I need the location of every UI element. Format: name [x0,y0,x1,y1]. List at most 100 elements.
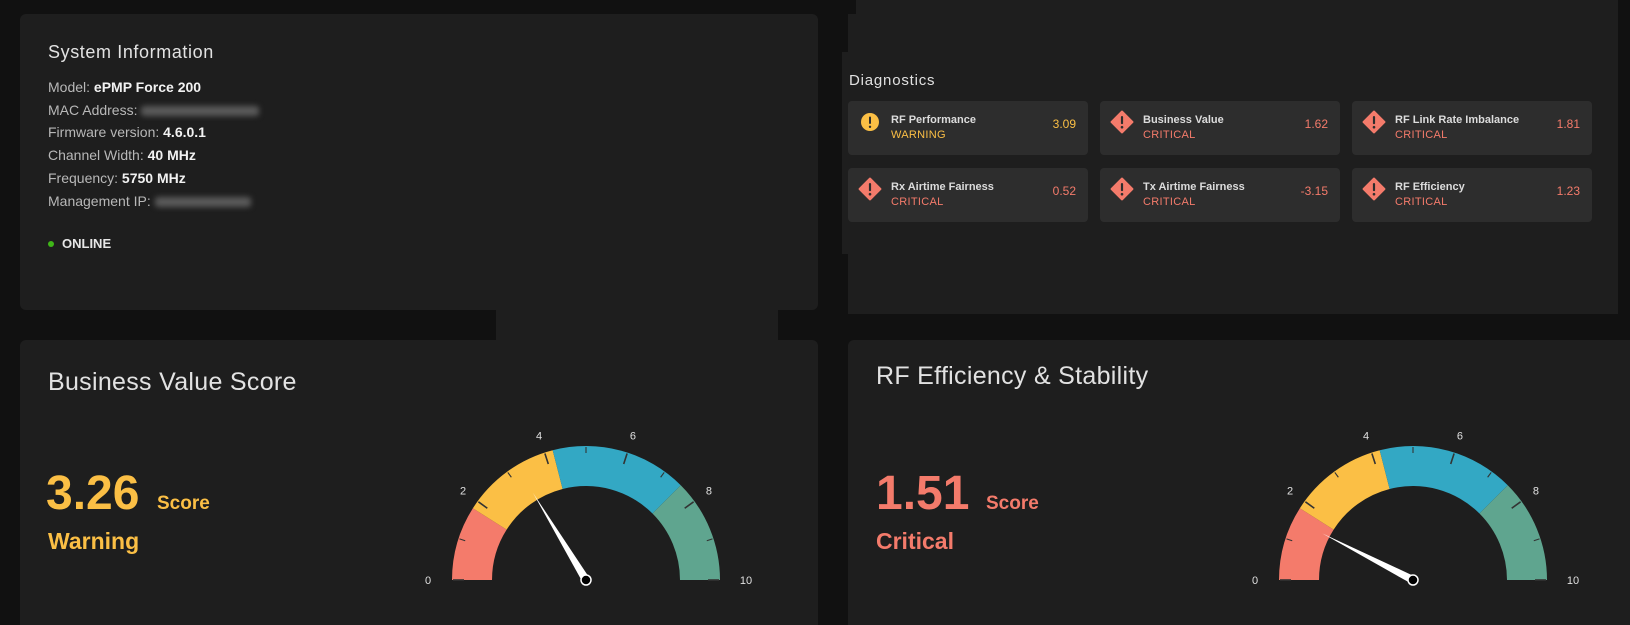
system-info-title: System Information [48,42,214,62]
gauge-tick [1286,538,1293,542]
gauge-tick [1334,472,1339,478]
critical-diamond-icon [1110,110,1134,134]
critical-diamond-icon [858,177,882,201]
system-info-label: MAC Address: [48,101,138,118]
diagnostic-state: CRITICAL [891,196,944,208]
diagnostic-value: 1.23 [1556,184,1580,198]
rf-efficiency-state: Critical [876,528,954,554]
gauge-tick-label: 6 [1457,430,1463,442]
rf-efficiency-score: 1.51 [876,467,970,520]
redacted-value [154,196,251,207]
warning-circle-icon [861,113,879,131]
system-info-row: Channel Width: 40 MHz [48,147,196,163]
system-info-value: ePMP Force 200 [90,79,202,95]
diagnostic-name: RF Link Rate Imbalance [1395,114,1520,126]
gauge-tick-label: 8 [1533,486,1539,498]
diagnostic-state: CRITICAL [1143,129,1196,141]
diagnostic-value: 1.81 [1556,117,1580,131]
gauge-tick [660,472,665,478]
gauge-tick [706,538,713,542]
gauge-tick [1511,501,1522,509]
system-info-row: Frequency: 5750 MHz [48,170,186,186]
diagnostic-value: -3.15 [1300,184,1328,198]
gauge-band [1479,485,1547,580]
gauge-hub [1407,574,1419,586]
gauge-tick [622,453,628,465]
system-info-row: Management IP: [48,193,251,209]
gauge-tick-label: 4 [536,430,542,442]
gauge-tick [1304,501,1315,509]
gauge-tick-label: 6 [630,430,636,442]
diagnostic-card[interactable]: Rx Airtime Fairness CRITICAL 0.52 [848,168,1088,222]
gauge-tick-label: 0 [1252,575,1258,587]
gauge-band [552,446,681,514]
rf-efficiency-unit: Score [986,493,1039,514]
gauge-tick [544,453,550,465]
diagnostic-card[interactable]: Business Value CRITICAL 1.62 [1100,101,1340,155]
diagnostic-name: RF Performance [891,114,976,126]
diagnostics-panel-bottom [856,300,1618,310]
gauge-tick-label: 10 [740,575,752,587]
gauge-tick-label: 0 [425,575,431,587]
gauge-tick [684,501,695,509]
status-indicator: ONLINE [48,236,111,251]
system-info-value: 5750 MHz [118,169,186,186]
gauge-tick [507,472,512,478]
gauge-tick [1487,472,1492,478]
gauge-tick-label: 10 [1567,575,1579,587]
diagnostic-name: RF Efficiency [1395,181,1465,193]
diagnostic-name: Rx Airtime Fairness [891,181,994,193]
diagnostic-name: Business Value [1143,114,1224,126]
diagnostic-value: 1.62 [1304,117,1328,131]
diagnostic-card[interactable]: RF Performance WARNING 3.09 [848,101,1088,155]
diagnostic-value: 3.09 [1052,117,1076,131]
system-info-row: Firmware version: 4.6.0.1 [48,124,206,140]
system-info-row: Model: ePMP Force 200 [48,79,201,95]
diagnostic-card[interactable]: RF Efficiency CRITICAL 1.23 [1352,168,1592,222]
gauge-band [1279,508,1334,580]
gauge-needle [532,492,590,583]
gauge-tick [477,501,488,509]
redacted-value [141,105,260,116]
diagnostic-name: Tx Airtime Fairness [1143,181,1245,193]
gauge-band [1379,446,1508,514]
critical-diamond-icon [1362,110,1386,134]
gauge-tick [1371,453,1377,465]
gauge-tick [1533,538,1540,542]
system-info-label: Firmware version: [48,124,160,141]
diagnostics-title: Diagnostics [849,72,936,89]
business-value-unit: Score [157,493,210,514]
diagnostic-state: CRITICAL [1143,196,1196,208]
gauge-tick-label: 8 [706,486,712,498]
gauge-hub [580,574,592,586]
business-value-score: 3.26 [46,467,140,520]
critical-diamond-icon [1110,177,1134,201]
diagnostic-value: 0.52 [1052,184,1076,198]
business-value-state: Warning [48,528,140,554]
diagnostic-state: WARNING [891,129,946,141]
system-info-row: MAC Address: [48,101,260,118]
gauge-needle [1322,533,1415,584]
gauge-tick-label: 2 [460,486,466,498]
gauge-band [1299,450,1390,530]
system-info-panel [20,14,818,310]
diagnostic-state: CRITICAL [1395,129,1448,141]
business-value-gauge: 0 2 4 6 8 10 [425,430,752,587]
system-info-label: Channel Width: [48,147,144,164]
system-info-label: Model: [48,79,91,95]
system-info-value: 40 MHz [143,147,196,164]
gauge-band [452,508,507,580]
diagnostic-card[interactable]: Tx Airtime Fairness CRITICAL -3.15 [1100,168,1340,222]
diagnostic-card[interactable]: RF Link Rate Imbalance CRITICAL 1.81 [1352,101,1592,155]
gauge-tick [459,538,466,542]
diagnostic-state: CRITICAL [1395,196,1448,208]
gauge-band [472,450,563,530]
system-info-label: Frequency: [48,169,119,186]
online-dot-icon [48,240,54,247]
rf-efficiency-gauge: 0 2 4 6 8 10 [1252,430,1579,587]
system-info-value: 4.6.0.1 [159,124,206,141]
gauge-tick [1449,453,1455,465]
business-value-title: Business Value Score [48,368,297,396]
status-label: ONLINE [62,236,112,251]
gauge-band [652,485,720,580]
